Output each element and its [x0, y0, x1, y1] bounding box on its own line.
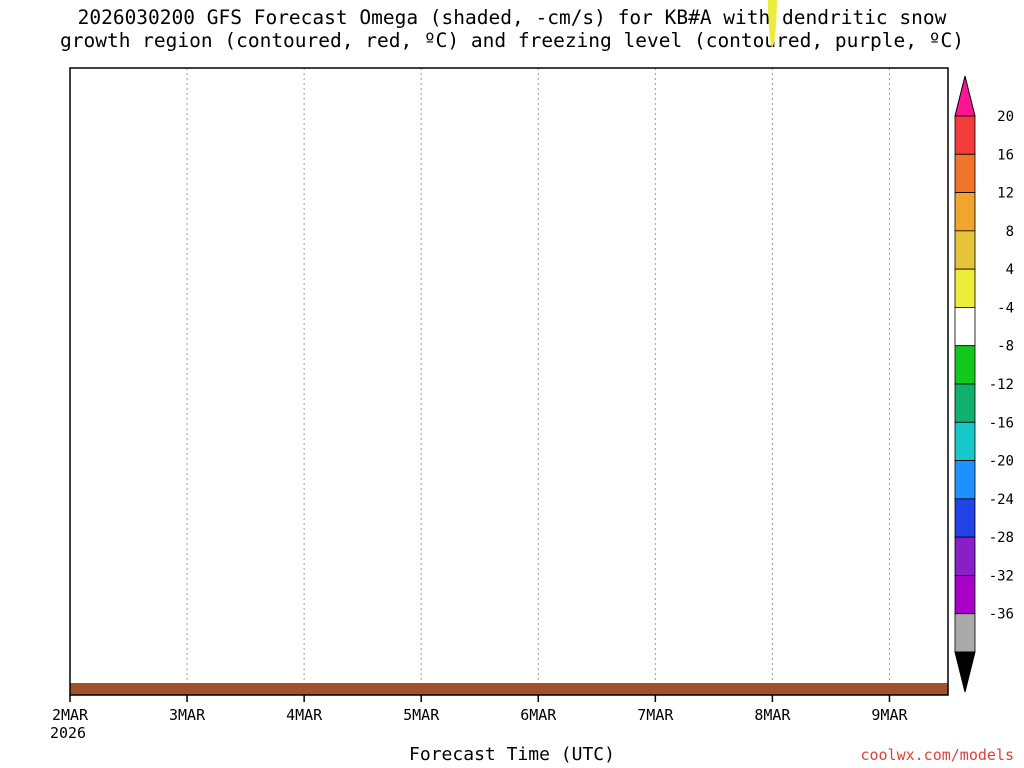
colorbar-top-arrow: [954, 75, 976, 117]
colorbar-swatch: [954, 613, 976, 653]
colorbar-swatch: [954, 153, 976, 193]
colorbar-label: -36: [989, 607, 1014, 623]
colorbar-swatch: [954, 307, 976, 347]
x-axis: 2MAR 3MAR 4MAR 5MAR 6MAR 7MAR 8MAR 9MAR 2026: [50, 695, 908, 742]
ground-terrain: [70, 683, 948, 695]
title-line-2: growth region (contoured, red, ºC) and f…: [60, 29, 964, 52]
colorbar-label: -24: [989, 492, 1014, 508]
grid-layer: [186, 68, 890, 695]
colorbar-label: -4: [997, 300, 1014, 316]
colorbar-label: 20: [997, 109, 1014, 125]
plot-frame: [69, 67, 949, 696]
colorbar-swatch: [954, 383, 976, 423]
x-tick-label: 6MAR: [520, 706, 557, 724]
colorbar-swatch: [954, 345, 976, 385]
colorbar-label: -20: [989, 454, 1014, 470]
x-tick-label: 5MAR: [403, 706, 440, 724]
colorbar: 20 16 12 8 4 -4 -8 -12 -16 -20 -24 -28 -32 -36: [954, 75, 1014, 693]
x-tick-label: 4MAR: [286, 706, 323, 724]
colorbar-label: -32: [989, 568, 1014, 584]
chart-title: 2026030200 GFS Forecast Omega (shaded, -…: [0, 6, 1024, 52]
colorbar-label: -28: [989, 530, 1014, 546]
x-year-label: 2026: [50, 724, 86, 742]
colorbar-swatch: [954, 230, 976, 270]
x-axis-title: Forecast Time (UTC): [409, 744, 615, 765]
colorbar-swatch: [954, 421, 976, 461]
colorbar-swatch: [954, 192, 976, 232]
colorbar-label: 12: [997, 186, 1014, 202]
colorbar-swatch: [954, 498, 976, 538]
x-tick-label: 8MAR: [754, 706, 791, 724]
colorbar-swatch: [954, 575, 976, 615]
x-tick-label: 9MAR: [871, 706, 908, 724]
title-line-1: 2026030200 GFS Forecast Omega (shaded, -…: [77, 6, 947, 29]
credit-text: coolwx.com/models: [860, 746, 1014, 764]
colorbar-swatch: [954, 115, 976, 155]
omega-shade: [767, 0, 777, 47]
colorbar-bottom-arrow: [954, 651, 976, 693]
colorbar-label: -16: [989, 415, 1014, 431]
colorbar-label: 8: [1006, 224, 1014, 240]
colorbar-swatch: [954, 536, 976, 576]
colorbar-label: 16: [997, 147, 1014, 163]
omega-shading-layer: [767, 0, 777, 47]
colorbar-label: -12: [989, 377, 1014, 393]
x-tick-label: 2MAR: [52, 706, 89, 724]
colorbar-swatch: [954, 460, 976, 500]
x-tick-label: 3MAR: [169, 706, 206, 724]
colorbar-label: -8: [997, 339, 1014, 355]
x-tick-label: 7MAR: [637, 706, 674, 724]
colorbar-label: 4: [1006, 262, 1014, 278]
colorbar-swatch: [954, 268, 976, 308]
